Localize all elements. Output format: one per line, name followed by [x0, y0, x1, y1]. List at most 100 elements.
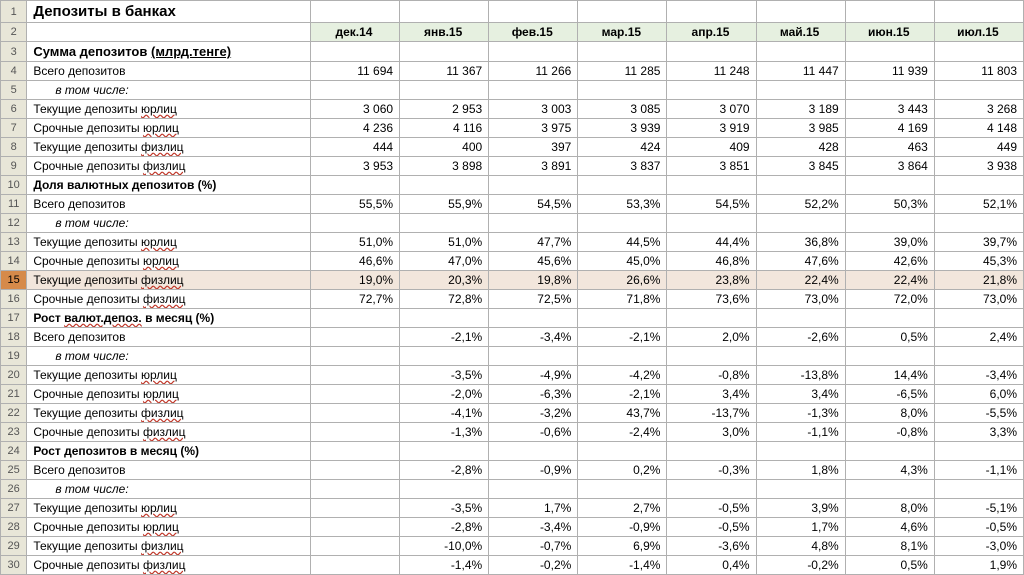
cell[interactable]: 1,8%: [756, 461, 845, 480]
cell[interactable]: -5,5%: [934, 404, 1023, 423]
cell[interactable]: 8,0%: [845, 499, 934, 518]
cell[interactable]: [400, 347, 489, 366]
cell[interactable]: [756, 214, 845, 233]
cell[interactable]: 46,6%: [310, 252, 399, 271]
cell[interactable]: [667, 480, 756, 499]
cell[interactable]: 6,9%: [578, 537, 667, 556]
cell[interactable]: 47,6%: [756, 252, 845, 271]
cell[interactable]: 6,0%: [934, 385, 1023, 404]
cell[interactable]: 42,6%: [845, 252, 934, 271]
row-number[interactable]: 25: [1, 461, 27, 480]
cell[interactable]: 47,0%: [400, 252, 489, 271]
row-number[interactable]: 12: [1, 214, 27, 233]
row-label[interactable]: Текущие депозиты физлиц: [27, 138, 311, 157]
table-row[interactable]: 14Срочные депозиты юрлиц46,6%47,0%45,6%4…: [1, 252, 1024, 271]
cell[interactable]: -3,5%: [400, 499, 489, 518]
cell[interactable]: 1,7%: [756, 518, 845, 537]
cell[interactable]: 72,8%: [400, 290, 489, 309]
cell[interactable]: [845, 81, 934, 100]
cell[interactable]: [756, 480, 845, 499]
cell[interactable]: 409: [667, 138, 756, 157]
cell[interactable]: 0,2%: [578, 461, 667, 480]
cell[interactable]: [310, 328, 399, 347]
cell[interactable]: -1,4%: [400, 556, 489, 575]
cell[interactable]: 3 189: [756, 100, 845, 119]
column-header[interactable]: фев.15: [489, 23, 578, 42]
cell[interactable]: 3,0%: [667, 423, 756, 442]
cell[interactable]: 4 236: [310, 119, 399, 138]
table-row[interactable]: 21Срочные депозиты юрлиц-2,0%-6,3%-2,1%3…: [1, 385, 1024, 404]
row-number[interactable]: 19: [1, 347, 27, 366]
cell[interactable]: 3 898: [400, 157, 489, 176]
cell[interactable]: 3 919: [667, 119, 756, 138]
column-header[interactable]: июн.15: [845, 23, 934, 42]
cell[interactable]: -6,5%: [845, 385, 934, 404]
cell[interactable]: 11 939: [845, 62, 934, 81]
cell[interactable]: [310, 404, 399, 423]
row-number[interactable]: 5: [1, 81, 27, 100]
cell[interactable]: -4,2%: [578, 366, 667, 385]
cell[interactable]: 3 953: [310, 157, 399, 176]
cell[interactable]: -0,9%: [489, 461, 578, 480]
row-label[interactable]: в том числе:: [27, 214, 311, 233]
cell[interactable]: 19,8%: [489, 271, 578, 290]
row-label[interactable]: Всего депозитов: [27, 328, 311, 347]
table-row[interactable]: 28Срочные депозиты юрлиц-2,8%-3,4%-0,9%-…: [1, 518, 1024, 537]
row-label[interactable]: Текущие депозиты юрлиц: [27, 499, 311, 518]
cell[interactable]: [310, 499, 399, 518]
cell[interactable]: [310, 461, 399, 480]
cell[interactable]: 3 891: [489, 157, 578, 176]
row-label[interactable]: Срочные депозиты юрлиц: [27, 385, 311, 404]
row-number[interactable]: 1: [1, 1, 27, 23]
column-header[interactable]: дек.14: [310, 23, 399, 42]
table-row[interactable]: 19в том числе:: [1, 347, 1024, 366]
row-label[interactable]: Доля валютных депозитов (%): [27, 176, 311, 195]
table-row[interactable]: 13Текущие депозиты юрлиц51,0%51,0%47,7%4…: [1, 233, 1024, 252]
cell[interactable]: [578, 81, 667, 100]
cell[interactable]: [578, 442, 667, 461]
cell[interactable]: 39,0%: [845, 233, 934, 252]
cell[interactable]: [934, 309, 1023, 328]
row-number[interactable]: 20: [1, 366, 27, 385]
cell[interactable]: [310, 442, 399, 461]
cell[interactable]: 11 694: [310, 62, 399, 81]
cell[interactable]: -10,0%: [400, 537, 489, 556]
cell[interactable]: 4 169: [845, 119, 934, 138]
cell[interactable]: [489, 442, 578, 461]
cell[interactable]: -0,7%: [489, 537, 578, 556]
cell[interactable]: 3,4%: [667, 385, 756, 404]
cell[interactable]: [310, 214, 399, 233]
row-number[interactable]: 2: [1, 23, 27, 42]
cell[interactable]: 20,3%: [400, 271, 489, 290]
cell[interactable]: [310, 81, 399, 100]
cell[interactable]: -2,6%: [756, 328, 845, 347]
cell[interactable]: -2,1%: [400, 328, 489, 347]
cell[interactable]: -5,1%: [934, 499, 1023, 518]
cell[interactable]: [400, 176, 489, 195]
cell[interactable]: 2 953: [400, 100, 489, 119]
cell[interactable]: 3 851: [667, 157, 756, 176]
row-number[interactable]: 10: [1, 176, 27, 195]
cell[interactable]: -0,6%: [489, 423, 578, 442]
cell[interactable]: -0,5%: [934, 518, 1023, 537]
cell[interactable]: [489, 480, 578, 499]
cell[interactable]: 73,0%: [934, 290, 1023, 309]
cell[interactable]: 3 938: [934, 157, 1023, 176]
cell[interactable]: -6,3%: [489, 385, 578, 404]
cell[interactable]: [845, 442, 934, 461]
table-row[interactable]: 26в том числе:: [1, 480, 1024, 499]
cell[interactable]: [489, 1, 578, 23]
cell[interactable]: [845, 1, 934, 23]
cell[interactable]: [667, 81, 756, 100]
cell[interactable]: 3 085: [578, 100, 667, 119]
cell[interactable]: -3,0%: [934, 537, 1023, 556]
cell[interactable]: 3 443: [845, 100, 934, 119]
cell[interactable]: -13,8%: [756, 366, 845, 385]
table-row[interactable]: 15Текущие депозиты физлиц19,0%20,3%19,8%…: [1, 271, 1024, 290]
cell[interactable]: [310, 1, 399, 23]
header-blank[interactable]: [27, 23, 311, 42]
cell[interactable]: [489, 214, 578, 233]
cell[interactable]: 424: [578, 138, 667, 157]
row-label[interactable]: Срочные депозиты физлиц: [27, 157, 311, 176]
row-label[interactable]: в том числе:: [27, 81, 311, 100]
